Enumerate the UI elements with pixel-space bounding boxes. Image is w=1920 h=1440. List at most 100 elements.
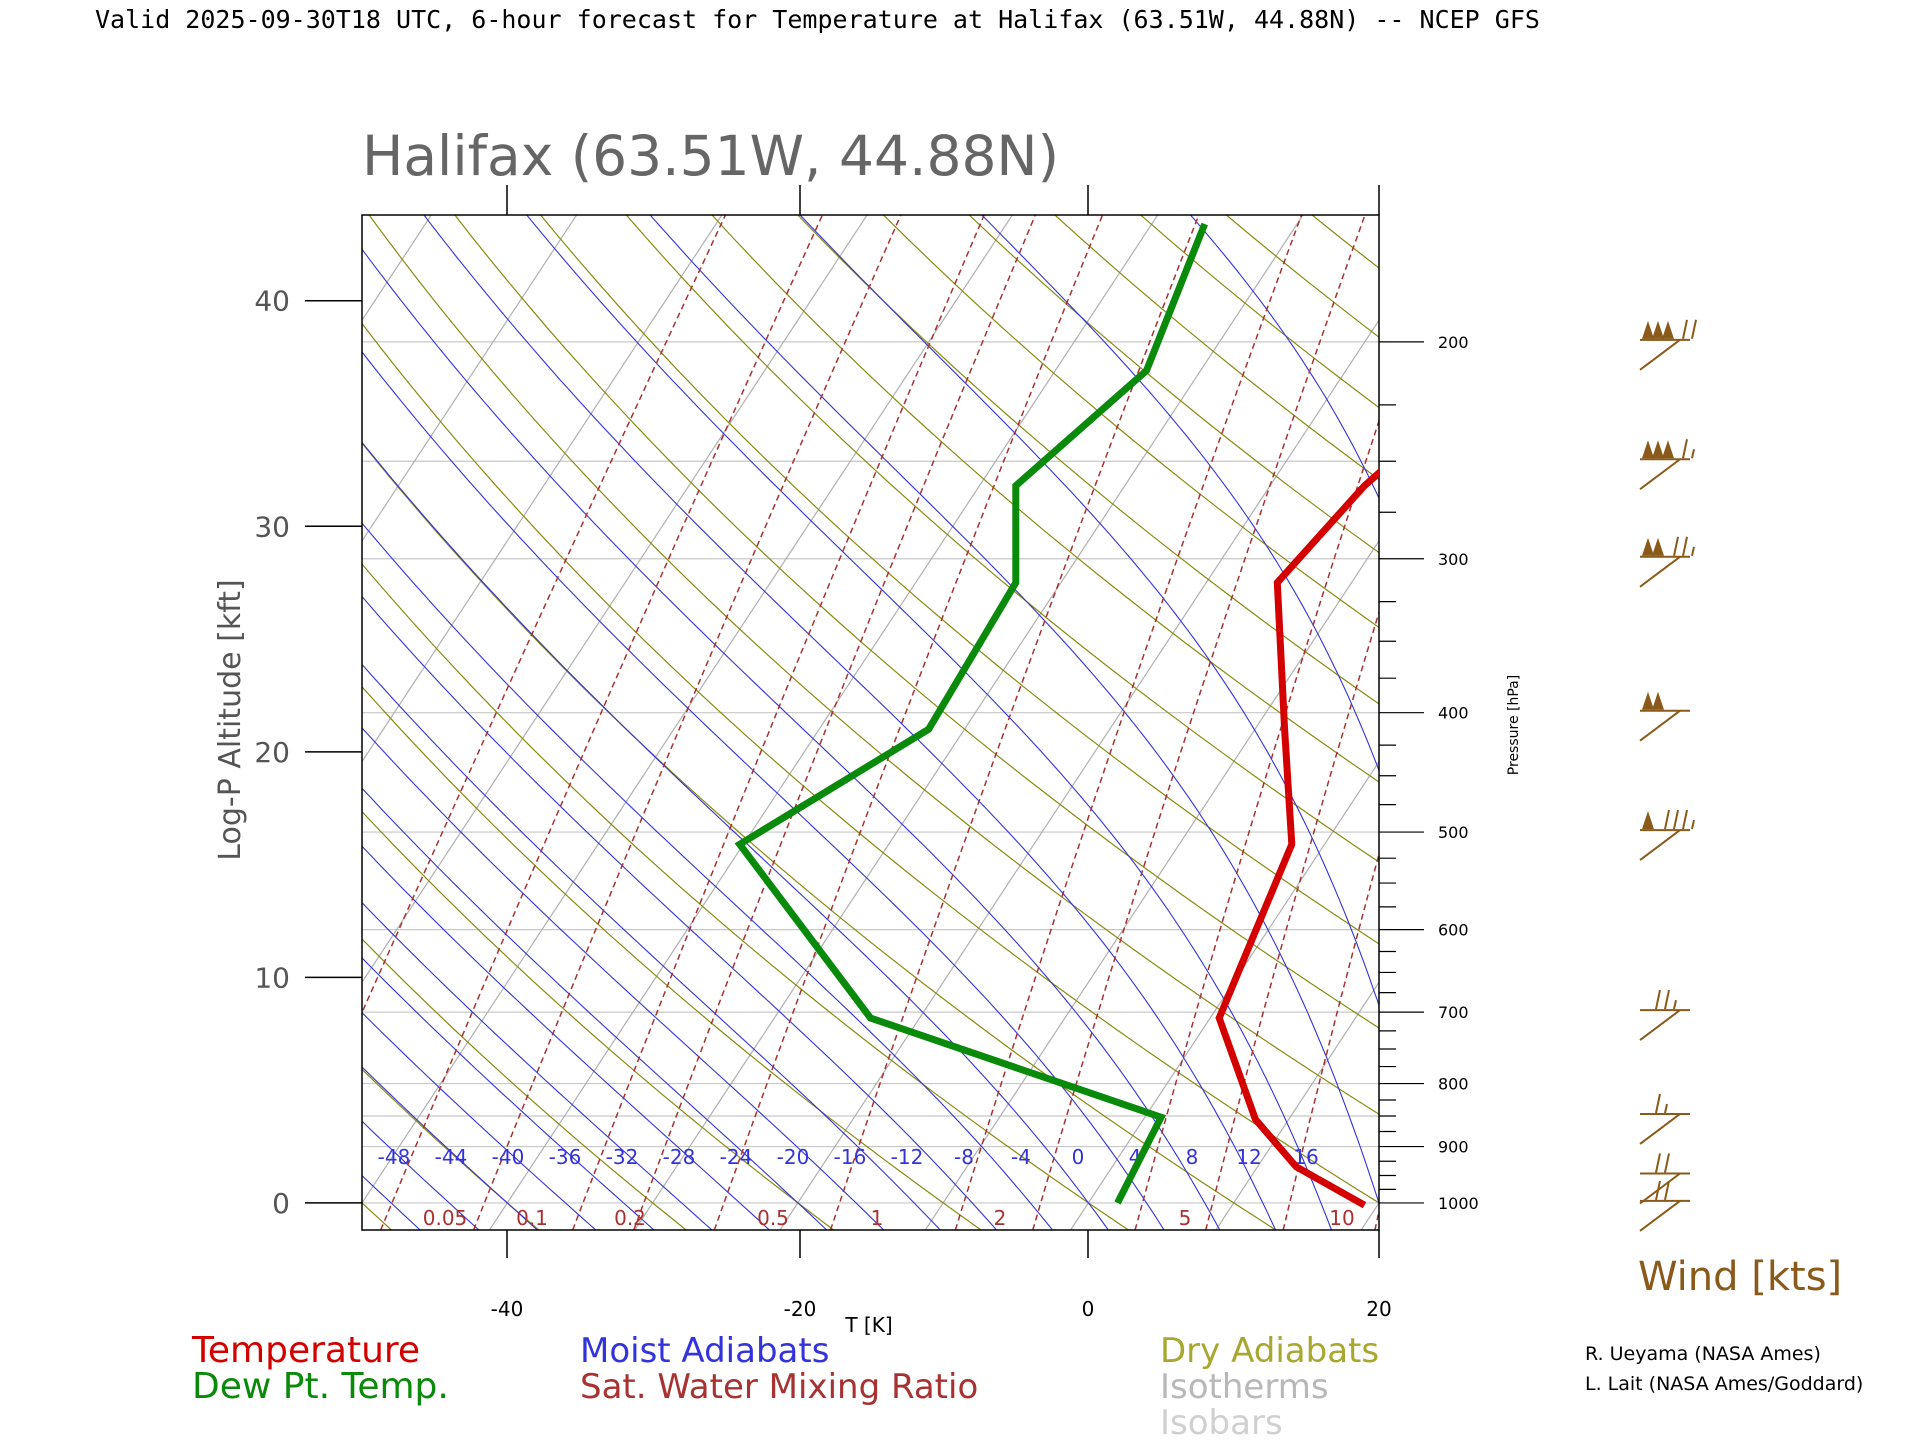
wind-barb-flag — [1662, 440, 1674, 459]
dry-adiabat-line — [362, 1068, 540, 1230]
y-axis-label: Log-P Altitude [kft] — [213, 579, 248, 860]
pressure-tick-label: 400 — [1438, 704, 1469, 723]
moist-adiabat-line — [981, 215, 1379, 773]
legend-temperature: Temperature — [191, 1330, 420, 1371]
legend-isotherms: Isotherms — [1160, 1367, 1329, 1407]
wind-barb — [1639, 439, 1695, 491]
moist-adiabat-label: -40 — [492, 1145, 525, 1169]
dry-adiabat-line — [1311, 215, 1379, 269]
dry-adiabat-line — [362, 810, 834, 1230]
temperature-line — [1215, 468, 1379, 1209]
dry-adiabat-line — [625, 215, 1379, 863]
moist-adiabat-line — [362, 522, 1054, 1230]
wind-barb-flag — [1662, 320, 1674, 339]
mixing-ratio-label: 10 — [1329, 1206, 1354, 1230]
dry-adiabat-line — [1226, 215, 1379, 338]
wind-barb-flag — [1652, 440, 1664, 459]
dry-adiabat-line — [368, 215, 1379, 1115]
moist-adiabat-label: -4 — [1011, 1145, 1031, 1169]
dry-adiabat-line — [362, 563, 1129, 1230]
wind-barb-feather — [1682, 319, 1688, 340]
wind-barb-feather — [1673, 536, 1679, 556]
moist-adiabat-line — [362, 663, 942, 1230]
moist-adiabat-label: 12 — [1236, 1145, 1261, 1169]
wind-barb-feather — [1691, 319, 1697, 340]
mixing-ratio-label: 1 — [871, 1206, 884, 1230]
wind-barb — [1639, 809, 1695, 861]
wind-barb-flag — [1642, 537, 1654, 556]
wind-barb — [1639, 319, 1697, 371]
mixing-ratio-line — [571, 215, 985, 1230]
wind-barb — [1639, 691, 1690, 742]
wind-barb — [1639, 1180, 1690, 1232]
wind-barb-half — [1691, 546, 1695, 557]
wind-barb-flag — [1642, 811, 1654, 830]
pressure-tick-label: 900 — [1438, 1138, 1469, 1157]
wind-label: Wind [kts] — [1638, 1254, 1842, 1300]
wind-barb-flag — [1642, 440, 1654, 459]
wind-barb-feather — [1664, 1153, 1670, 1173]
mixing-ratio-label: 0.2 — [614, 1206, 646, 1230]
wind-barb-staff — [1639, 1009, 1681, 1041]
wind-barb-feather — [1682, 439, 1688, 459]
dry-adiabat-line — [0, 215, 244, 1230]
dry-adiabat-line — [362, 938, 687, 1230]
x-tick-label: -40 — [491, 1297, 524, 1321]
wind-barb-staff — [1639, 1200, 1681, 1232]
wind-barb-staff — [1639, 1172, 1681, 1205]
moist-adiabat-line — [1391, 211, 1615, 1237]
moist-adiabat-line — [362, 845, 771, 1230]
mixing-ratio-line — [1282, 851, 1379, 1230]
dry-adiabat-line — [968, 215, 1379, 554]
moist-adiabat-label: 8 — [1186, 1145, 1199, 1169]
moist-adiabat-line — [362, 595, 998, 1230]
wind-barb-staff — [1639, 1113, 1681, 1145]
y-tick-label: 10 — [254, 961, 290, 994]
moist-adiabat-label: -12 — [891, 1145, 924, 1169]
dry-adiabat-line — [362, 322, 1379, 1204]
wind-barb-flag — [1642, 320, 1654, 339]
mixing-ratio-line — [1204, 609, 1379, 1230]
isotherm-line — [0, 215, 141, 1230]
mixing-ratio-line — [1134, 418, 1379, 1230]
plot-frame — [361, 214, 1380, 1231]
dry-adiabat-line — [797, 215, 1379, 705]
credit-ueyama: R. Ueyama (NASA Ames) — [1585, 1343, 1821, 1365]
mixing-ratio-label: 0.5 — [757, 1206, 789, 1230]
moist-adiabat-label: -32 — [606, 1145, 639, 1169]
wind-barb-half — [1673, 999, 1677, 1010]
mixing-ratio-line — [1540, 215, 1774, 1230]
moist-adiabat-label: -28 — [663, 1145, 696, 1169]
dry-adiabat-line — [1398, 215, 1920, 1230]
isotherm-line — [779, 319, 1379, 1230]
wind-barb-half — [1691, 449, 1695, 459]
isotherm-line — [634, 215, 1304, 1230]
wind-barb-feather — [1664, 1180, 1670, 1201]
moist-adiabat-line — [649, 215, 1379, 1205]
dry-adiabat-line — [1484, 215, 1920, 1230]
x-tick-label: 0 — [1082, 1297, 1095, 1321]
moist-adiabat-label: -24 — [720, 1145, 753, 1169]
legend-dry-adiabats: Dry Adiabats — [1160, 1331, 1379, 1371]
wind-barb-staff — [1639, 458, 1681, 491]
isotherm-line — [1215, 981, 1379, 1230]
x-tick-label: -20 — [784, 1297, 817, 1321]
wind-barb-staff — [1639, 339, 1681, 371]
moist-adiabat-label: -48 — [378, 1145, 411, 1169]
wind-barb — [1639, 1153, 1690, 1205]
dry-adiabat-line — [362, 685, 982, 1230]
moist-adiabat-line — [362, 901, 713, 1230]
x-axis-label: T [K] — [844, 1313, 892, 1337]
moist-adiabat-label: -8 — [954, 1145, 974, 1169]
isotherm-line — [362, 215, 868, 984]
isotherm-line — [1070, 760, 1379, 1230]
moist-adiabat-line — [362, 441, 1110, 1230]
wind-barb-feather — [1682, 809, 1688, 830]
wind-barb-feather — [1655, 989, 1661, 1010]
mixing-ratio-line — [1442, 215, 1696, 1230]
wind-barb-staff — [1639, 555, 1681, 588]
moist-adiabat-line — [362, 351, 1165, 1230]
mixing-ratio-label: 2 — [994, 1206, 1007, 1230]
